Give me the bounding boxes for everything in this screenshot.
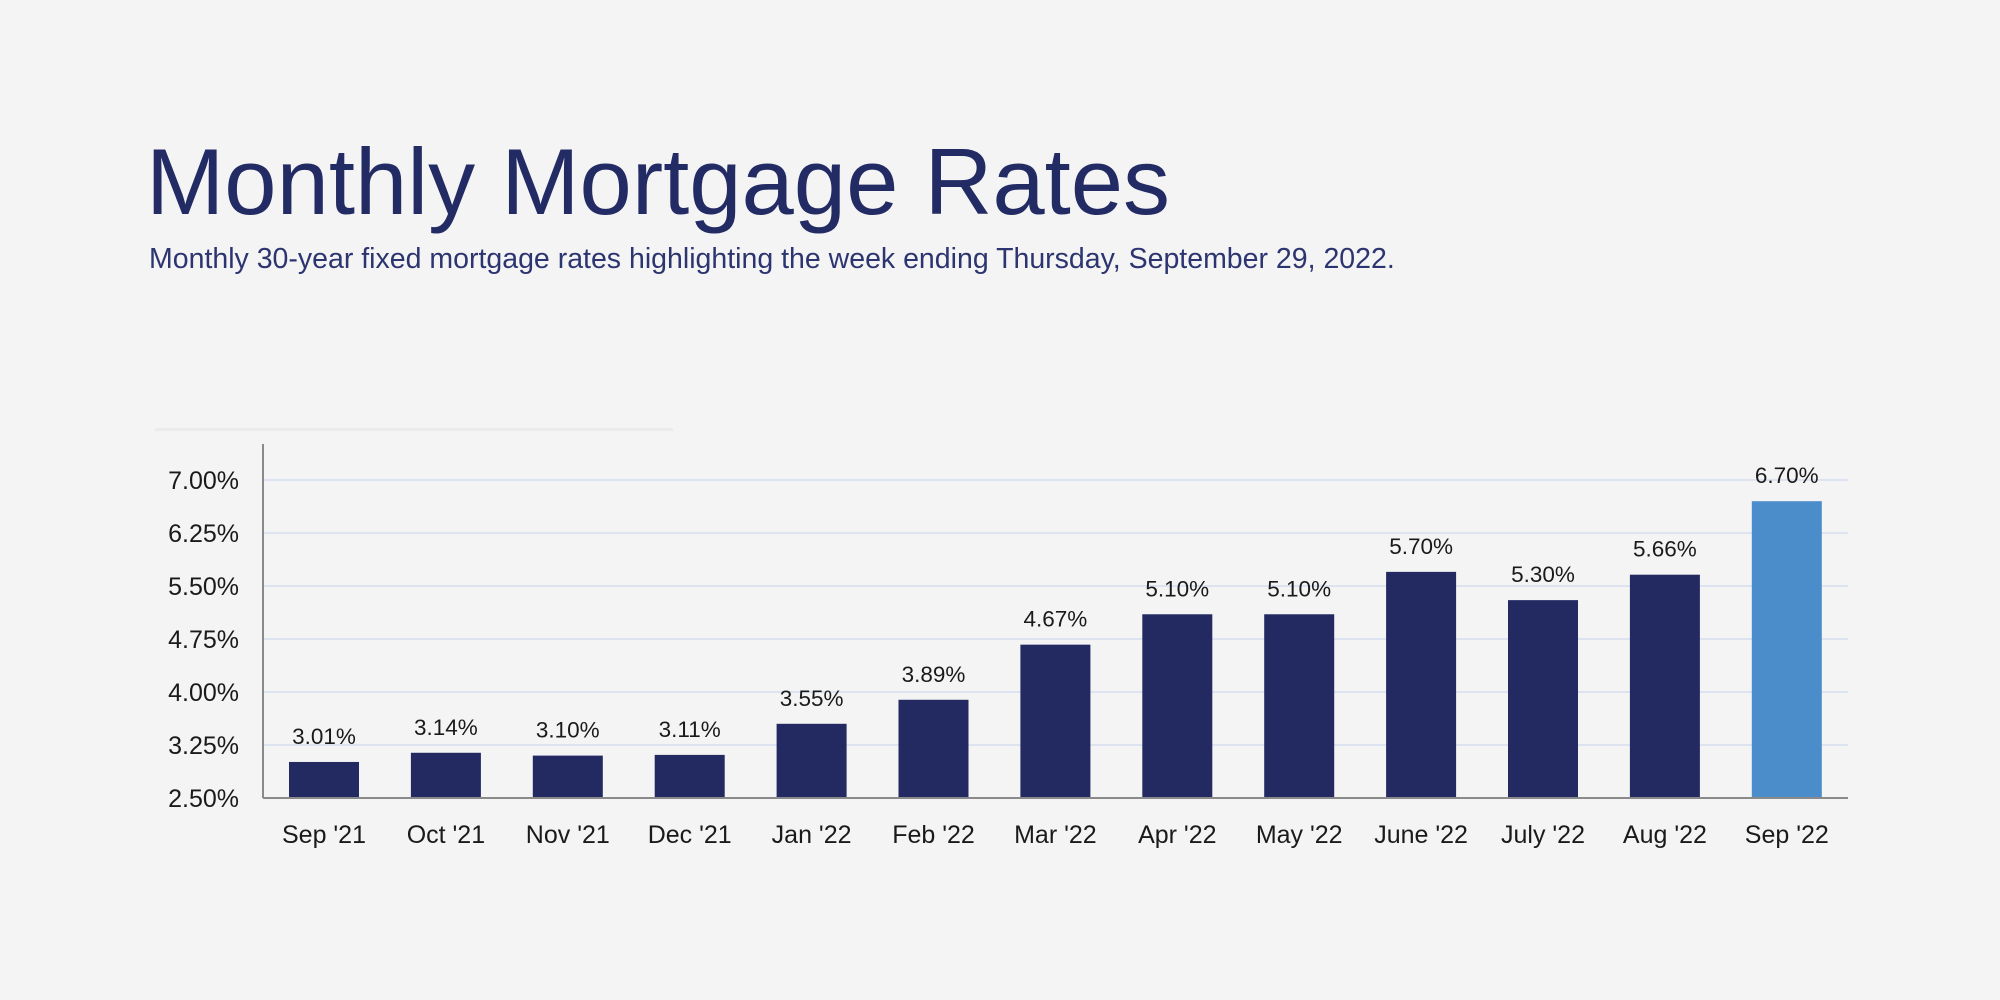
chart-frame-edge — [155, 428, 673, 431]
bar — [1142, 614, 1213, 798]
bar — [654, 754, 725, 798]
x-tick-label: Sep '21 — [282, 821, 366, 849]
data-label: 5.10% — [1267, 576, 1331, 601]
bar — [289, 761, 359, 798]
x-tick-label: Apr '22 — [1138, 821, 1216, 849]
y-tick-label: 7.00% — [168, 467, 239, 495]
x-tick-label: Oct '21 — [407, 821, 485, 849]
data-label: 5.10% — [1145, 576, 1209, 601]
data-label: 5.70% — [1389, 534, 1453, 559]
data-label: 3.10% — [536, 718, 600, 743]
chart-subtitle: Monthly 30-year fixed mortgage rates hig… — [149, 243, 1395, 275]
x-tick-label: Nov '21 — [526, 821, 610, 849]
chart-title: Monthly Mortgage Rates — [146, 129, 1171, 234]
bar — [1264, 614, 1335, 798]
data-label: 6.70% — [1755, 463, 1819, 488]
bar — [1386, 571, 1457, 798]
bar — [776, 723, 847, 798]
bar — [898, 699, 969, 798]
x-tick-label: May '22 — [1256, 821, 1343, 849]
data-label: 3.89% — [902, 662, 966, 687]
y-tick-label: 3.25% — [168, 732, 239, 760]
data-label: 4.67% — [1023, 607, 1087, 632]
data-label: 3.14% — [414, 715, 478, 740]
data-label: 3.11% — [659, 717, 721, 742]
x-tick-label: Jan '22 — [772, 821, 852, 849]
bar — [410, 752, 481, 798]
data-label: 5.30% — [1511, 562, 1575, 587]
y-tick-label: 4.00% — [168, 679, 239, 707]
bar — [1629, 574, 1700, 798]
data-label: 3.01% — [292, 724, 356, 749]
x-tick-label: Aug '22 — [1623, 821, 1707, 849]
bar — [532, 755, 603, 798]
data-label: 3.55% — [780, 686, 844, 711]
y-tick-label: 4.75% — [168, 626, 239, 654]
bar — [1508, 600, 1578, 798]
y-tick-label: 2.50% — [168, 785, 239, 813]
x-tick-label: Mar '22 — [1014, 821, 1097, 849]
x-tick-label: July '22 — [1501, 821, 1585, 849]
x-tick-label: June '22 — [1374, 821, 1468, 849]
x-tick-label: Feb '22 — [892, 821, 975, 849]
y-tick-label: 5.50% — [168, 573, 239, 601]
bar — [1020, 644, 1091, 798]
x-tick-label: Sep '22 — [1745, 821, 1829, 849]
bar — [1751, 501, 1822, 798]
data-label: 5.66% — [1633, 537, 1697, 562]
y-tick-label: 6.25% — [168, 520, 239, 548]
x-tick-label: Dec '21 — [648, 821, 732, 849]
